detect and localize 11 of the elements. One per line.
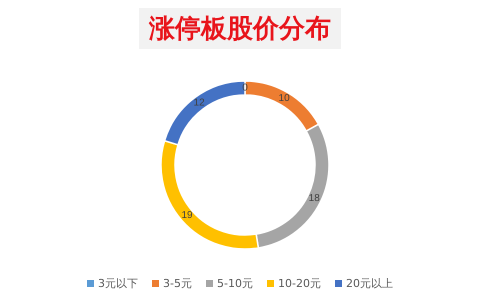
chart-title: 涨停板股价分布 [139,8,341,49]
data-label: 10 [278,93,290,104]
legend-label: 5-10元 [217,276,253,291]
data-label: 19 [181,210,194,222]
text: 0 [242,82,248,94]
legend-label: 3元以下 [98,276,138,291]
legend-label: 20元以上 [346,276,393,291]
legend-label: 3-5元 [163,276,192,291]
legend-label: 10-20元 [278,276,321,291]
data-label: 18 [308,193,320,204]
data-label: 12 [194,98,206,109]
